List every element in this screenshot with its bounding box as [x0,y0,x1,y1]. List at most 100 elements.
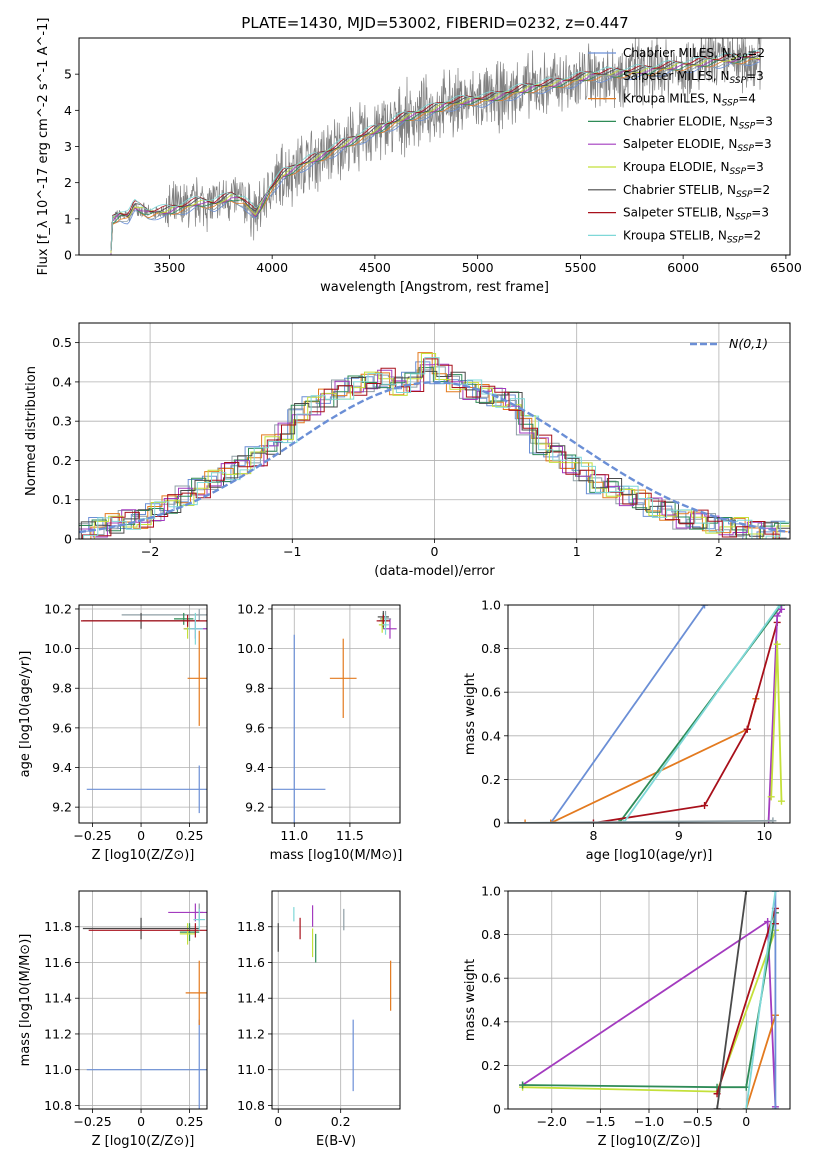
weight-line-2 [525,698,757,823]
weight-marker [773,612,781,620]
y-tick-label: 5 [64,67,72,82]
y-tick-label: 11.2 [44,1026,72,1041]
x-tick-label: 11.0 [280,828,308,843]
errorbar-point-3 [174,612,194,625]
panel-z-weight: −2.0 −1.5 −1.0 −0.5 0 0 0.2 0.4 0.6 0.8 1.0 Z [log1… [463,884,791,1149]
x-tick-label: −2 [141,544,159,559]
axes-frame [78,890,208,1110]
errorbar-point-0 [86,1019,207,1109]
residual-hist-1 [79,366,787,539]
y-tick-label: 0.3 [52,414,72,429]
weight-line-6 [716,891,748,1109]
weight-marker [519,1081,527,1089]
errorbar-point-2 [185,960,207,1026]
model-spectrum-8 [110,50,761,251]
y-tick-label: 0.6 [481,971,501,986]
x-axis-label: Z [log10(Z/Z⊙)] [598,1134,701,1149]
weight-marker [777,797,785,805]
figure-title: PLATE=1430, MJD=53002, FIBERID=0232, z=0… [241,14,628,32]
x-tick-label: 0.25 [176,828,204,843]
axes-frame [507,604,791,824]
y-tick-label: 10.2 [237,601,265,616]
panel-spectrum: 3500 4000 4500 5000 5500 6000 6500 0 1 2 3 4 5 wavele… [36,18,802,295]
y-axis-label: Normed distribution [24,366,39,496]
x-tick-label: 0 [274,1114,282,1129]
weight-marker [777,605,785,613]
x-axis-label: Z [log10(Z/Z⊙)] [92,1134,195,1149]
weight-marker [771,891,779,895]
weight-marker [701,802,709,810]
y-tick-label: 9.8 [52,681,72,696]
y-tick-label: 10.0 [44,641,72,656]
y-tick-label: 11.0 [44,1062,72,1077]
residual-hist-5 [80,353,790,539]
x-axis-label: mass [log10(M/M⊙)] [270,848,403,863]
x-tick-label: 0 [742,1114,750,1129]
y-tick-label: 0.4 [52,374,72,389]
legend-entry: Chabrier ELODIE, NSSP=3 [623,114,773,131]
x-tick-label: −1.0 [634,1114,664,1129]
y-tick-label: 0.4 [481,728,501,743]
weight-marker [764,918,772,926]
weight-marker [742,1105,750,1109]
x-tick-label: 0 [137,1114,145,1129]
weight-marker [547,819,555,823]
y-tick-label: 9.8 [245,681,265,696]
weight-marker [615,819,623,823]
model-spectrum-6 [110,54,761,251]
x-axis-label: wavelength [Angstrom, rest frame] [320,280,549,295]
weight-marker [743,725,751,733]
plot-area [519,891,779,1109]
y-tick-label: 10.2 [44,601,72,616]
y-tick-label: 9.4 [245,760,265,775]
observed-spectrum [110,38,762,255]
panel-age-weight: 8 9 10 0 0.2 0.4 0.6 0.8 1.0 age [log10(age/yr)] m… [463,598,791,863]
y-tick-label: 11.6 [44,955,72,970]
x-tick-label: 11.5 [336,828,364,843]
residual-hist-7 [81,358,790,539]
x-tick-label: −2.0 [537,1114,567,1129]
weight-marker [521,819,529,823]
weight-marker [713,1105,721,1109]
y-tick-label: 11.4 [44,991,72,1006]
weight-marker [742,891,750,895]
errorbar-point-4 [168,903,207,922]
y-tick-label: 10.8 [237,1098,265,1113]
errorbar-point-2 [329,638,357,718]
y-axis-label: Flux [f_λ 10^-17 erg cm^-2 s^-1 A^-1] [36,18,51,276]
legend-entry: Kroupa MILES, NSSP=4 [623,92,756,109]
y-tick-label: 9.6 [52,720,72,735]
y-tick-label: 11.2 [237,1026,265,1041]
x-axis-label: Z [log10(Z/Z⊙)] [92,848,195,863]
panel-z-age: −0.25 0 0.25 9.2 9.4 9.6 9.8 10.0 10.2 Z [log10(Z… [18,601,208,863]
panel-ebv-mass: 0 0.2 10.8 11.0 11.2 11.4 11.6 11.8 E(B-V) [237,890,401,1149]
weight-line-7 [593,622,779,823]
y-tick-label: 0.5 [52,335,72,350]
residual-legend: N(0,1) [690,336,768,351]
gaussian-curve [79,381,790,534]
axes-frame [271,890,401,1110]
y-tick-label: 0.8 [481,927,501,942]
y-tick-label: 0 [64,248,72,263]
y-tick-label: 0.1 [52,492,72,507]
weight-marker [776,605,784,609]
y-tick-label: 9.2 [245,800,265,815]
plot-area [110,38,762,255]
y-axis-label: mass [log10(M/M⊙)] [18,934,33,1067]
y-tick-label: 2 [64,175,72,190]
legend-entry: Chabrier MILES, NSSP=2 [623,46,765,63]
errorbar-point-8 [187,612,204,645]
y-tick-label: 0.8 [481,641,501,656]
errorbar-point-7 [88,923,207,938]
weight-marker [619,819,627,823]
x-tick-label: 6000 [667,260,699,275]
axes-frame [78,37,791,256]
weight-marker [773,640,781,648]
panel-z-mass: −0.25 0 0.25 10.8 11.0 11.2 11.4 11.6 11.8 Z [log… [18,890,208,1149]
panel-mass-age: 11.0 11.5 9.2 9.4 9.6 9.8 10.0 10.2 mass [log10(… [237,601,403,863]
y-axis-label: age [log10(age/yr)] [18,651,33,778]
y-axis-label: mass weight [463,673,478,755]
axes-frame [271,604,401,824]
spectrum-legend: Chabrier MILES, NSSP=2 Salpeter MILES, NS… [588,46,773,245]
